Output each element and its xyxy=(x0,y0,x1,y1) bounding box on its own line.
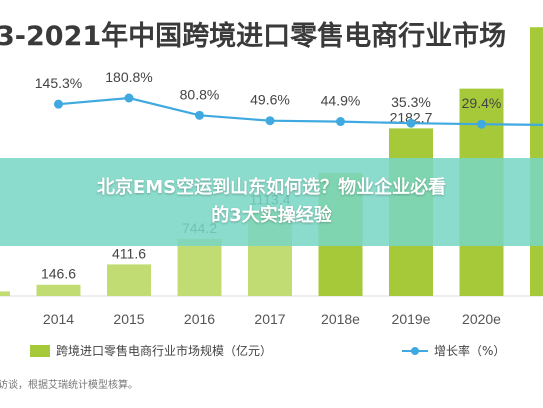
x-tick-label: 2016 xyxy=(184,311,215,327)
growth-point xyxy=(336,117,345,127)
x-tick-label: 2014 xyxy=(43,311,74,327)
growth-point xyxy=(54,99,63,109)
bar-2015 xyxy=(107,264,151,296)
bar-value-label: 146.6 xyxy=(41,266,76,282)
x-tick-label: 2018e xyxy=(321,311,360,327)
chart-title: 3-2021年中国跨境进口零售电商行业市场 xyxy=(0,21,507,52)
x-tick-label: 2015 xyxy=(113,311,144,327)
growth-point xyxy=(477,119,486,129)
legend-bar-label: 跨境进口零售电商行业市场规模（亿元） xyxy=(56,344,273,358)
legend-line-label: 增长率（%） xyxy=(434,344,506,358)
overlay-banner xyxy=(0,158,543,246)
x-tick-label: 2020e xyxy=(462,311,501,327)
growth-point xyxy=(195,110,204,120)
overlay-title-line2: 的3大实操经验 xyxy=(211,205,332,226)
growth-point xyxy=(265,116,275,126)
x-tick-label: 2017 xyxy=(254,311,285,327)
legend-line-swatch xyxy=(402,345,428,357)
legend-line-item: 增长率（%） xyxy=(402,342,505,359)
growth-value-label: 49.6% xyxy=(250,92,290,108)
x-tick-label: 2019e xyxy=(392,311,431,327)
growth-value-label: 29.4% xyxy=(462,95,502,111)
legend-bar-item: 跨境进口零售电商行业市场规模（亿元） xyxy=(30,342,272,359)
bar-2016 xyxy=(177,238,222,296)
growth-point xyxy=(124,93,134,103)
overlay-title[interactable]: 北京EMS空运到山东如何选？物业企业必看 的3大实操经验 xyxy=(0,174,543,230)
growth-value-label: 35.3% xyxy=(391,94,431,110)
growth-value-label: 44.9% xyxy=(321,93,361,109)
growth-value-label: 180.8% xyxy=(105,69,152,85)
legend-bar-swatch xyxy=(30,344,50,357)
growth-value-label: 80.8% xyxy=(180,86,220,102)
bar-2014 xyxy=(36,284,81,296)
legend: 跨境进口零售电商行业市场规模（亿元） 增长率（%） xyxy=(0,338,543,364)
bar-value-label: 2182.7 xyxy=(390,109,433,125)
growth-value-label: 145.3% xyxy=(35,75,82,91)
source-note: 访谈，根据艾瑞统计模型核算。 xyxy=(0,380,138,391)
bar-3 xyxy=(0,291,10,296)
growth-point xyxy=(406,118,416,128)
growth-line xyxy=(58,96,543,126)
overlay-title-line1: 北京EMS空运到山东如何选？物业企业必看 xyxy=(96,177,447,198)
bar-value-label: 411.6 xyxy=(112,245,146,261)
